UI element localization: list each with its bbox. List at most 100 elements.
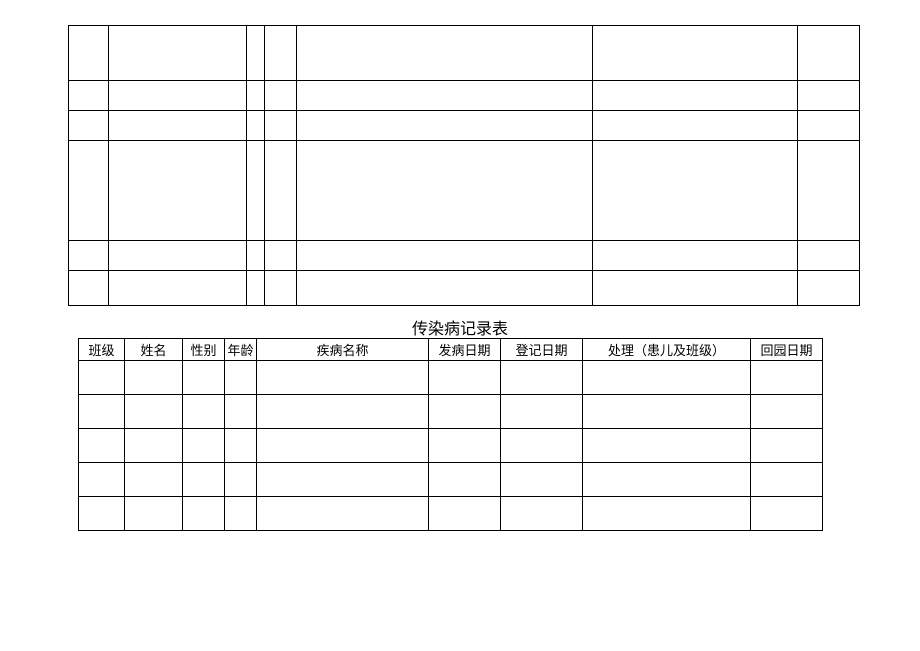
table-cell [125, 463, 183, 497]
table-cell [257, 497, 429, 531]
upper-table-cell [109, 271, 247, 306]
table-cell [429, 463, 501, 497]
table-cell [501, 361, 583, 395]
column-header: 登记日期 [501, 339, 583, 361]
upper-table-cell [109, 141, 247, 241]
table-cell [125, 497, 183, 531]
upper-table-cell [265, 81, 297, 111]
upper-table-cell [265, 241, 297, 271]
table-cell [751, 395, 823, 429]
column-header: 疾病名称 [257, 339, 429, 361]
upper-table-cell [265, 141, 297, 241]
table-cell [225, 429, 257, 463]
table-cell [225, 463, 257, 497]
upper-table-cell [297, 141, 593, 241]
table-cell [79, 463, 125, 497]
table-cell [751, 429, 823, 463]
upper-table-cell [69, 81, 109, 111]
upper-table-cell [297, 81, 593, 111]
upper-table-cell [265, 26, 297, 81]
table-row [79, 429, 823, 463]
upper-table-cell [109, 81, 247, 111]
record-table-section: 班级姓名性别年龄疾病名称发病日期登记日期处理（患儿及班级）回园日期 [78, 338, 823, 531]
table-cell [751, 497, 823, 531]
table-cell [751, 463, 823, 497]
table-cell [257, 463, 429, 497]
table-cell [429, 429, 501, 463]
upper-table-cell [593, 81, 798, 111]
table-cell [125, 395, 183, 429]
table-cell [183, 497, 225, 531]
table-cell [583, 429, 751, 463]
column-header: 处理（患儿及班级） [583, 339, 751, 361]
upper-table-cell [265, 271, 297, 306]
upper-table-cell [297, 111, 593, 141]
table-cell [257, 361, 429, 395]
table-cell [183, 429, 225, 463]
table-cell [429, 497, 501, 531]
table-cell [257, 395, 429, 429]
table-cell [751, 361, 823, 395]
table-cell [257, 429, 429, 463]
column-header: 姓名 [125, 339, 183, 361]
column-header: 班级 [79, 339, 125, 361]
table-cell [583, 463, 751, 497]
upper-table-cell [109, 241, 247, 271]
table-row [79, 395, 823, 429]
upper-table-cell [247, 241, 265, 271]
column-header: 年龄 [225, 339, 257, 361]
table-cell [429, 361, 501, 395]
table-cell [583, 361, 751, 395]
upper-table-cell [265, 111, 297, 141]
upper-table-cell [69, 111, 109, 141]
upper-table-cell [593, 141, 798, 241]
table-cell [501, 463, 583, 497]
upper-table-cell [247, 271, 265, 306]
table-cell [79, 361, 125, 395]
upper-table-cell [798, 141, 860, 241]
table-cell [583, 497, 751, 531]
upper-table-cell [798, 241, 860, 271]
upper-table-cell [798, 26, 860, 81]
table-cell [225, 361, 257, 395]
upper-table-cell [798, 271, 860, 306]
upper-table-cell [798, 111, 860, 141]
table-row [79, 463, 823, 497]
upper-table-cell [69, 271, 109, 306]
record-table: 班级姓名性别年龄疾病名称发病日期登记日期处理（患儿及班级）回园日期 [78, 338, 823, 531]
upper-table [68, 25, 860, 306]
table-cell [225, 395, 257, 429]
upper-table-cell [247, 141, 265, 241]
table-cell [183, 395, 225, 429]
table-cell [225, 497, 257, 531]
upper-table-cell [69, 141, 109, 241]
upper-table-cell [109, 26, 247, 81]
table-cell [429, 395, 501, 429]
table-cell [501, 429, 583, 463]
column-header: 性别 [183, 339, 225, 361]
table-cell [79, 395, 125, 429]
table-cell [125, 429, 183, 463]
table-cell [583, 395, 751, 429]
table-cell [183, 463, 225, 497]
table-row [79, 361, 823, 395]
table-cell [501, 395, 583, 429]
table-cell [183, 361, 225, 395]
table-cell [125, 361, 183, 395]
column-header: 发病日期 [429, 339, 501, 361]
table-row [79, 497, 823, 531]
upper-table-cell [593, 26, 798, 81]
upper-table-cell [69, 26, 109, 81]
upper-table-cell [247, 26, 265, 81]
upper-table-cell [247, 111, 265, 141]
upper-table-cell [109, 111, 247, 141]
table-title: 传染病记录表 [0, 315, 920, 339]
upper-table-cell [247, 81, 265, 111]
table-cell [501, 497, 583, 531]
table-cell [79, 497, 125, 531]
upper-table-cell [593, 241, 798, 271]
upper-table-cell [297, 241, 593, 271]
upper-table-cell [798, 81, 860, 111]
upper-table-cell [593, 271, 798, 306]
upper-table-section [68, 25, 860, 306]
